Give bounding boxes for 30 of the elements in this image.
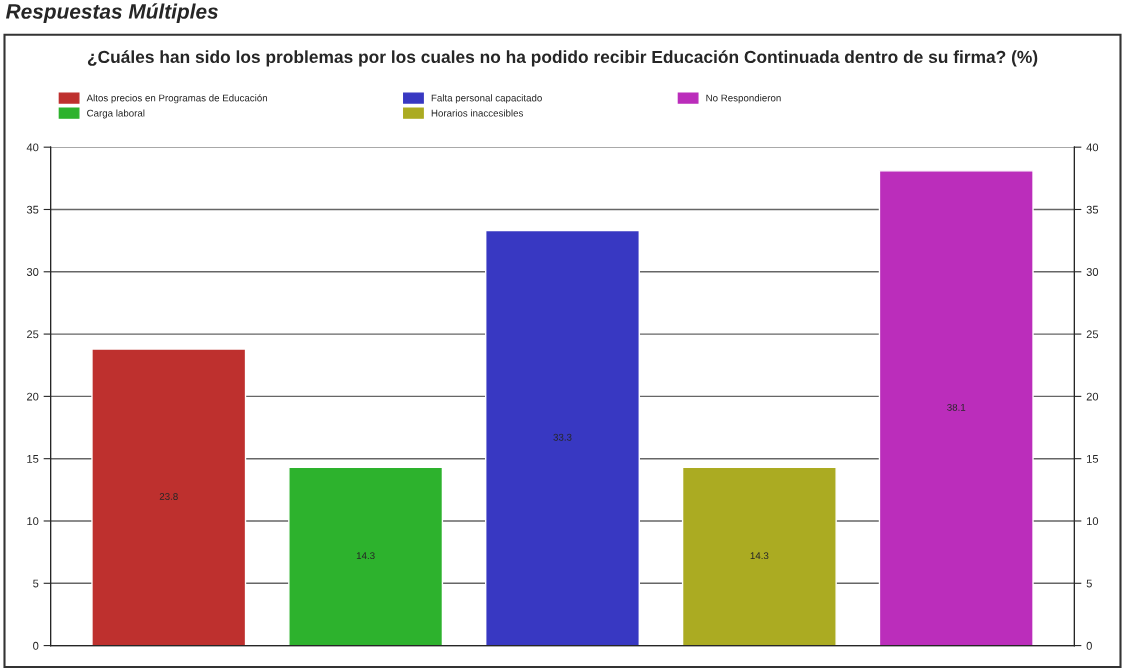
y-tick-label: 35 bbox=[26, 205, 39, 214]
y2-tick-label: 35 bbox=[1086, 205, 1099, 214]
y-tick-label: 10 bbox=[27, 517, 39, 526]
y2-tick-label: 25 bbox=[1086, 330, 1099, 339]
y-tick-label: 15 bbox=[27, 455, 39, 463]
y2-tick-label: 10 bbox=[1087, 517, 1099, 526]
y-tick-label: 25 bbox=[27, 330, 39, 339]
y2-tick-label: 5 bbox=[1086, 579, 1092, 588]
y-tick-label: 20 bbox=[27, 392, 39, 401]
y2-tick-label: 20 bbox=[1086, 392, 1099, 401]
y2-tick-label: 30 bbox=[1086, 268, 1099, 276]
legend-label: Carga laboral bbox=[87, 109, 145, 119]
data-label: 23.8 bbox=[159, 493, 178, 500]
text: Respuestas Múltiples bbox=[5, 3, 218, 23]
y-tick-label: 40 bbox=[26, 143, 39, 152]
y-tick-label: 0 bbox=[33, 641, 39, 650]
legend-label: Falta personal capacitado bbox=[431, 94, 542, 104]
data-label: 14.3 bbox=[356, 552, 375, 560]
y2-tick-label: 15 bbox=[1087, 455, 1099, 463]
y2-tick-label: 0 bbox=[1086, 641, 1092, 650]
legend-label: Altos precios en Programas de Educación bbox=[86, 94, 267, 104]
y-tick-label: 30 bbox=[26, 268, 39, 276]
legend-label: No Respondieron bbox=[706, 94, 781, 104]
y2-tick-label: 40 bbox=[1086, 143, 1099, 152]
data-label: 14.3 bbox=[750, 552, 769, 560]
chart-title: ¿Cuáles han sido los problemas por los cuales no ha podido recibir Educación Continuada dentro de su firma? (%) bbox=[87, 50, 1038, 67]
y-tick-label: 5 bbox=[33, 579, 39, 588]
data-label: 38.1 bbox=[947, 403, 966, 411]
legend-label: Horarios inaccesibles bbox=[431, 109, 524, 117]
data-label: 33.3 bbox=[553, 433, 572, 441]
